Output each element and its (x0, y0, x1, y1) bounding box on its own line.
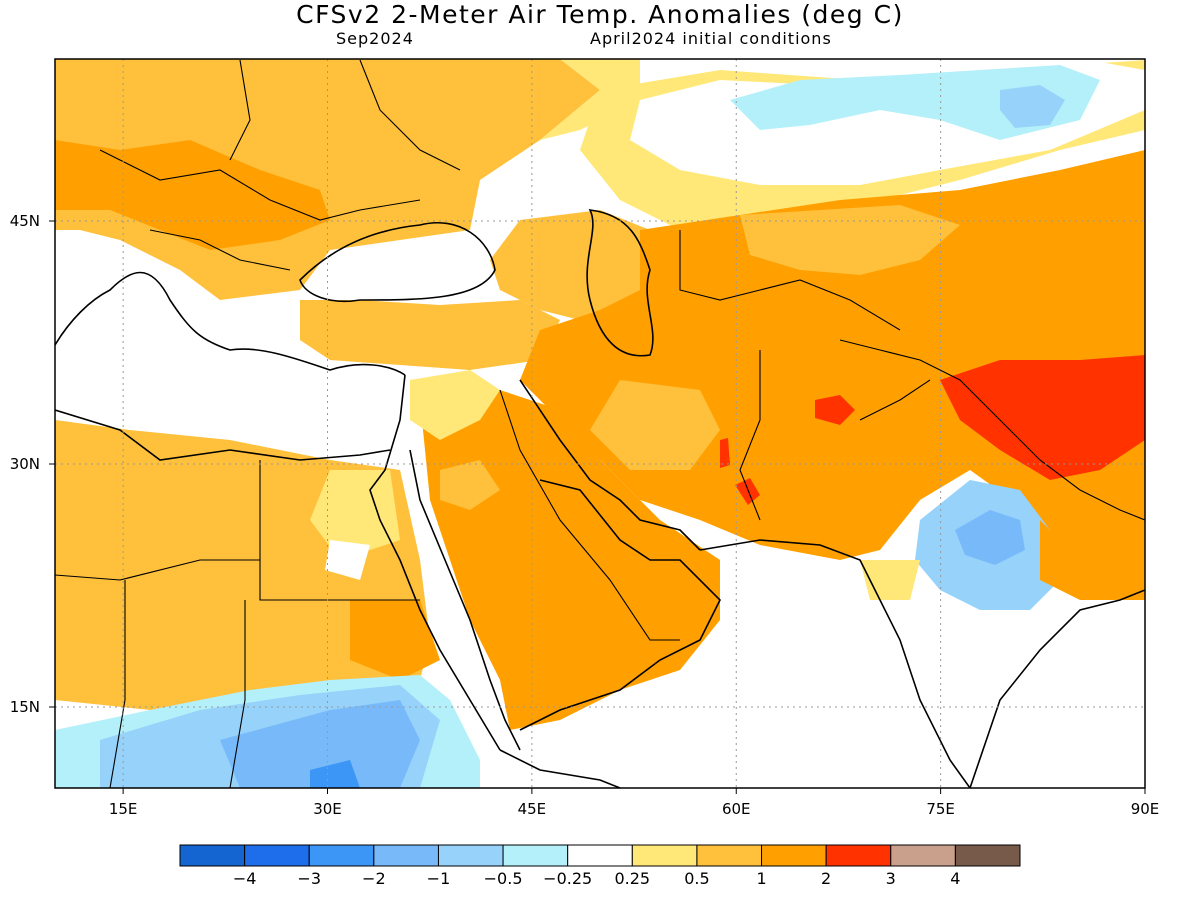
colorbar-swatch (890, 844, 956, 867)
colorbar-swatch (244, 844, 310, 867)
colorbar-label: −3 (297, 869, 321, 888)
coastlines (55, 209, 1145, 788)
lon-tick-label: 15E (109, 800, 138, 818)
colorbar-label: −0.25 (543, 869, 592, 888)
colorbar-label: 1 (756, 869, 766, 888)
colorbar-swatch (825, 844, 892, 867)
init-conditions: April2024 initial conditions (590, 29, 832, 48)
lat-ticks: 45N 30N 15N (10, 212, 55, 716)
colorbar-swatch (761, 844, 827, 867)
lon-tick-label: 60E (722, 800, 751, 818)
colorbar-label: 4 (950, 869, 960, 888)
colorbar-label: 0.5 (684, 869, 709, 888)
anomaly-fields (55, 59, 1145, 788)
map-title: CFSv2 2-Meter Air Temp. Anomalies (deg C… (296, 0, 904, 29)
colorbar-swatch (373, 844, 439, 867)
lon-tick-label: 30E (313, 800, 342, 818)
lat-tick-label: 30N (10, 455, 40, 473)
colorbar: −4 −3 −2 −1 −0.5 −0.25 0.25 0.5 1 2 3 4 (179, 844, 1021, 888)
lon-tick-label: 45E (518, 800, 547, 818)
gridlines (55, 59, 1145, 788)
colorbar-swatch (179, 844, 246, 867)
colorbar-label: −1 (427, 869, 451, 888)
colorbar-label: −2 (362, 869, 386, 888)
colorbar-swatch (696, 844, 763, 867)
colorbar-label: −4 (233, 869, 257, 888)
map-frame (54, 58, 1146, 789)
colorbar-label: 2 (821, 869, 831, 888)
colorbar-swatch (954, 844, 1021, 867)
lat-tick-label: 15N (10, 698, 40, 716)
colorbar-swatch (567, 844, 633, 867)
colorbar-label: 3 (886, 869, 896, 888)
borders (55, 59, 1145, 788)
valid-month: Sep2024 (336, 29, 414, 48)
colorbar-swatch (308, 844, 375, 867)
lon-tick-label: 75E (926, 800, 955, 818)
lon-ticks: 15E 30E 45E 60E 75E 90E (109, 788, 1159, 818)
lon-tick-label: 90E (1131, 800, 1160, 818)
colorbar-swatch (631, 844, 698, 867)
lat-tick-label: 45N (10, 212, 40, 230)
colorbar-label: −0.5 (484, 869, 523, 888)
colorbar-swatch (437, 844, 504, 867)
colorbar-swatch (502, 844, 569, 867)
colorbar-label: 0.25 (614, 869, 650, 888)
